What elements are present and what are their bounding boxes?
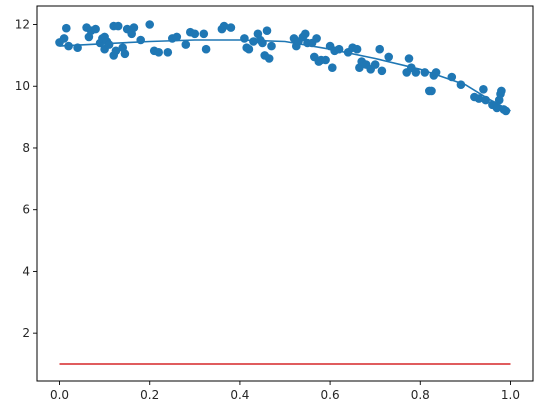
scatter-point <box>59 34 69 43</box>
scatter-point <box>321 55 330 65</box>
scatter-point <box>264 54 274 63</box>
scatter-point <box>226 23 236 32</box>
scatter-point <box>447 72 457 82</box>
scatter-point <box>427 86 436 96</box>
scatter-point <box>258 38 267 48</box>
plot-area <box>55 20 511 365</box>
scatter-point <box>334 44 344 54</box>
scatter-point <box>201 44 211 54</box>
scatter-point <box>62 23 71 33</box>
axes-frame <box>36 5 534 382</box>
scatter-point <box>492 103 502 113</box>
scatter-point <box>377 66 387 76</box>
y-tick-label: 8 <box>22 141 30 155</box>
scatter-point <box>404 54 414 63</box>
scatter-point <box>163 48 173 57</box>
scatter-point <box>328 63 337 72</box>
scatter-point <box>312 34 321 43</box>
scatter-point <box>172 32 182 42</box>
scatter-point <box>219 21 229 31</box>
scatter-point <box>267 41 276 51</box>
x-tick-label: 0.4 <box>230 388 249 402</box>
scatter-point <box>154 48 163 57</box>
scatter-point <box>431 68 441 77</box>
y-tick-label: 2 <box>22 326 30 340</box>
y-tick-label: 6 <box>22 203 30 217</box>
x-tick-label: 0.8 <box>411 388 430 402</box>
y-axis: 2 4 6 8 10 12 <box>15 18 37 340</box>
scatter-point <box>474 94 484 103</box>
scatter-point <box>199 29 209 39</box>
scatter-point <box>244 44 254 54</box>
scatter-point <box>249 37 258 46</box>
scatter-point <box>497 86 506 96</box>
scatter-point <box>113 21 123 31</box>
x-tick-label: 0.2 <box>140 388 159 402</box>
x-tick-label: 0.6 <box>321 388 340 402</box>
scatter-point <box>352 44 362 54</box>
x-axis: 0.0 0.2 0.4 0.6 0.8 1.0 <box>50 381 520 402</box>
scatter-point <box>411 68 421 77</box>
scatter-point <box>104 40 114 49</box>
scatter-point <box>181 40 191 49</box>
scatter-point <box>136 35 145 45</box>
scatter-point <box>64 41 73 51</box>
scatter-point <box>129 23 139 32</box>
scatter-point <box>479 85 488 94</box>
scatter-point <box>456 80 466 89</box>
scatter-point <box>301 29 310 39</box>
scatter-point <box>190 29 200 39</box>
scatter-point <box>73 43 82 52</box>
scatter-point <box>384 52 394 62</box>
y-tick-label: 12 <box>15 18 30 32</box>
scatter-point <box>145 20 154 29</box>
scatter-point <box>111 46 121 56</box>
scatter-point <box>240 34 249 43</box>
x-tick-label: 0.0 <box>50 388 69 402</box>
scatter-point <box>91 24 100 34</box>
y-tick-label: 10 <box>15 79 30 93</box>
scatter-point <box>420 68 430 77</box>
x-tick-label: 1.0 <box>501 388 520 402</box>
y-tick-label: 4 <box>22 264 30 278</box>
scatter-point <box>370 60 380 69</box>
scatter-point <box>481 95 491 105</box>
scatter-point <box>501 106 511 116</box>
scatter-point <box>120 49 130 59</box>
scatter-point <box>262 26 272 35</box>
scatter-point <box>375 44 385 54</box>
